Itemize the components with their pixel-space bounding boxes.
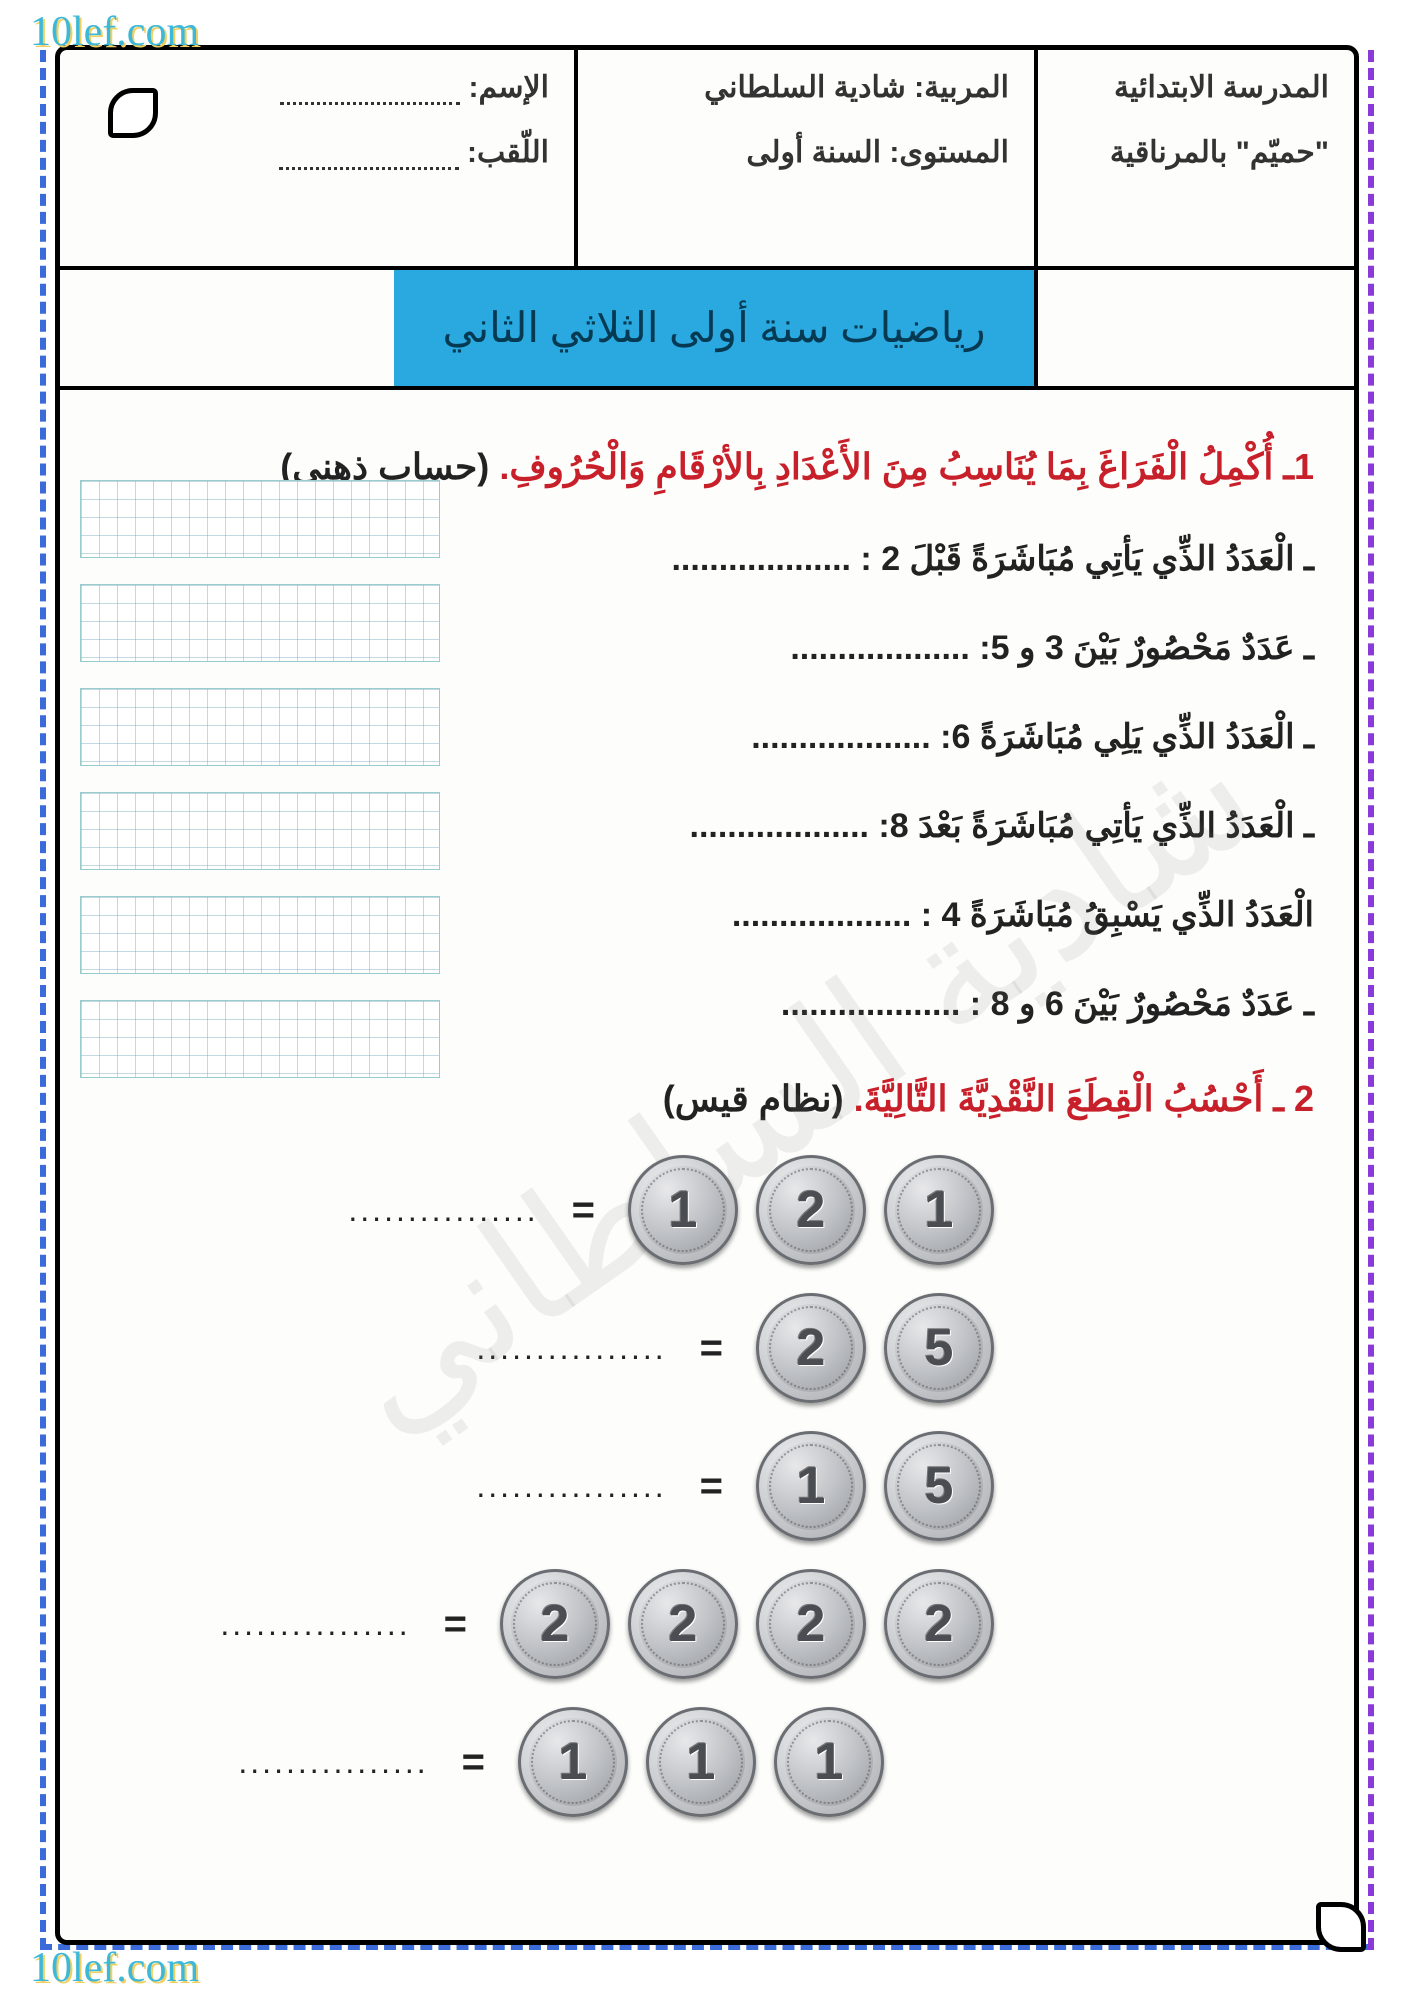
- coin-row: 5 1 =................: [100, 1431, 1314, 1541]
- teacher-label: المربية:: [914, 71, 1009, 104]
- name-label: الإسم:: [468, 71, 549, 104]
- name-field[interactable]: [280, 72, 460, 105]
- content-area: شادية السلطاني 1ـ أُكْمِلُ الْفَرَاغَ بِ…: [60, 390, 1354, 1875]
- title-row: رياضيات سنة أولى الثلاثي الثاني: [60, 270, 1354, 390]
- equals-sign: =: [572, 1188, 595, 1233]
- coin-value: 2: [797, 1318, 826, 1378]
- scroll-ornament-bottom-right: [1316, 1902, 1366, 1952]
- question-2-section: 2 ـ أَحْسُبُ الْقِطَعَ النَّقْدِيَّةَ ال…: [100, 1070, 1314, 1818]
- coin-value: 1: [925, 1180, 954, 1240]
- scroll-ornament-top-left: [108, 88, 158, 138]
- coin-value: 2: [541, 1594, 570, 1654]
- coin-value: 1: [797, 1456, 826, 1516]
- school-cell: المدرسة الابتدائية "حميّم" بالمرناقية: [1034, 50, 1354, 266]
- school-name-1: المدرسة الابتدائية: [1063, 70, 1329, 105]
- equals-sign: =: [462, 1740, 485, 1785]
- coin-row: 1 1 1 =................: [100, 1707, 1314, 1817]
- coin-row: 1 2 1 =................: [100, 1155, 1314, 1265]
- coin-1: 1: [884, 1155, 994, 1265]
- q2-text: أَحْسُبُ الْقِطَعَ النَّقْدِيَّةَ التَّا…: [854, 1078, 1264, 1119]
- q2-note: (نظام قيس): [663, 1078, 844, 1119]
- coin-5: 5: [884, 1293, 994, 1403]
- header-row: المدرسة الابتدائية "حميّم" بالمرناقية ال…: [60, 50, 1354, 270]
- answer-grid-stack: [80, 480, 440, 1078]
- school-name-2: "حميّم" بالمرناقية: [1063, 135, 1329, 170]
- outer-dashed-border-right: [1368, 50, 1374, 1950]
- coin-value: 2: [797, 1180, 826, 1240]
- writing-grid[interactable]: [80, 584, 440, 662]
- title-spacer-right: [1034, 270, 1354, 386]
- teacher-line: المربية: شادية السلطاني: [603, 70, 1009, 105]
- coin-row: 2 2 2 2 =................: [100, 1569, 1314, 1679]
- coin-rows-container: 121=................52=................5…: [100, 1155, 1314, 1817]
- title-spacer-left: [60, 270, 394, 386]
- equals-sign: =: [700, 1326, 723, 1371]
- coin-2: 2: [756, 1155, 866, 1265]
- coin-row: 5 2 =................: [100, 1293, 1314, 1403]
- coin-2: 2: [756, 1293, 866, 1403]
- coin-2: 2: [628, 1569, 738, 1679]
- coin-value: 1: [815, 1732, 844, 1792]
- answer-blank[interactable]: ................: [220, 1606, 410, 1643]
- answer-blank[interactable]: ................: [476, 1468, 666, 1505]
- teacher-cell: المربية: شادية السلطاني المستوى: السنة أ…: [574, 50, 1034, 266]
- page-frame: المدرسة الابتدائية "حميّم" بالمرناقية ال…: [55, 45, 1359, 1945]
- coin-2: 2: [884, 1569, 994, 1679]
- surname-field[interactable]: [279, 137, 459, 170]
- coin-value: 2: [797, 1594, 826, 1654]
- coin-1: 1: [646, 1707, 756, 1817]
- q1-number: 1ـ: [1283, 446, 1314, 487]
- question-2-heading: 2 ـ أَحْسُبُ الْقِطَعَ النَّقْدِيَّةَ ال…: [100, 1070, 1314, 1128]
- answer-blank[interactable]: ................: [238, 1744, 428, 1781]
- site-watermark-bottom: 10lef.com: [30, 1944, 199, 1992]
- writing-grid[interactable]: [80, 480, 440, 558]
- surname-line: اللّقب:: [85, 135, 549, 170]
- coin-value: 5: [925, 1318, 954, 1378]
- coin-1: 1: [774, 1707, 884, 1817]
- worksheet-title: رياضيات سنة أولى الثلاثي الثاني: [394, 270, 1034, 386]
- q2-number: 2 ـ: [1273, 1078, 1314, 1119]
- coin-1: 1: [756, 1431, 866, 1541]
- student-cell: الإسم: اللّقب:: [60, 50, 574, 266]
- level-line: المستوى: السنة أولى: [603, 135, 1009, 170]
- level-value: السنة أولى: [746, 136, 881, 169]
- coin-1: 1: [628, 1155, 738, 1265]
- coin-value: 1: [559, 1732, 588, 1792]
- coin-5: 5: [884, 1431, 994, 1541]
- coin-value: 2: [925, 1594, 954, 1654]
- equals-sign: =: [700, 1464, 723, 1509]
- answer-blank[interactable]: ................: [348, 1192, 538, 1229]
- surname-label: اللّقب:: [467, 136, 549, 169]
- coin-value: 5: [925, 1456, 954, 1516]
- coin-value: 2: [669, 1594, 698, 1654]
- level-label: المستوى:: [889, 136, 1009, 169]
- coin-1: 1: [518, 1707, 628, 1817]
- teacher-name: شادية السلطاني: [704, 71, 906, 104]
- equals-sign: =: [444, 1602, 467, 1647]
- coin-value: 1: [669, 1180, 698, 1240]
- writing-grid[interactable]: [80, 792, 440, 870]
- q1-text: أُكْمِلُ الْفَرَاغَ بِمَا يُنَاسِبُ مِنَ…: [499, 446, 1273, 487]
- coin-value: 1: [687, 1732, 716, 1792]
- coin-2: 2: [756, 1569, 866, 1679]
- writing-grid[interactable]: [80, 688, 440, 766]
- writing-grid[interactable]: [80, 896, 440, 974]
- writing-grid[interactable]: [80, 1000, 440, 1078]
- answer-blank[interactable]: ................: [476, 1330, 666, 1367]
- site-watermark-top: 10lef.com: [30, 8, 199, 56]
- coin-2: 2: [500, 1569, 610, 1679]
